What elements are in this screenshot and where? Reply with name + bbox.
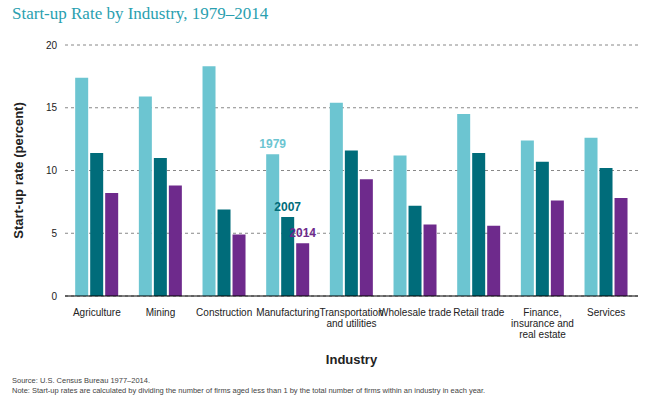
svg-text:5: 5	[51, 228, 57, 239]
svg-text:10: 10	[46, 165, 58, 176]
svg-text:2007: 2007	[274, 200, 301, 214]
svg-text:Agriculture: Agriculture	[73, 307, 121, 318]
svg-text:2014: 2014	[289, 226, 316, 240]
html-text:Note: Start-up rates are calcu: Note: Start-up rates are calculated by d…	[12, 386, 486, 395]
svg-text:Manufacturing: Manufacturing	[256, 307, 319, 318]
html-text:Start-up Rate by Industry, 197: Start-up Rate by Industry, 1979–2014	[12, 4, 269, 23]
svg-text:1979: 1979	[259, 137, 286, 151]
svg-text:Transportationand utilities: Transportationand utilities	[319, 307, 383, 329]
svg-text:Wholesale trade: Wholesale trade	[379, 307, 452, 318]
svg-text:0: 0	[51, 291, 57, 302]
svg-text:Start-up rate (percent): Start-up rate (percent)	[11, 102, 26, 239]
svg-text:Retail trade: Retail trade	[453, 307, 505, 318]
svg-text:Construction: Construction	[196, 307, 252, 318]
svg-text:Finance,insurance andreal esta: Finance,insurance andreal estate	[511, 307, 574, 340]
svg-text:Mining: Mining	[146, 307, 175, 318]
svg-text:20: 20	[46, 40, 58, 51]
svg-text:Industry: Industry	[326, 352, 378, 367]
html-text:Source: U.S. Census Bureau 197: Source: U.S. Census Bureau 1977–2014.	[12, 376, 150, 385]
svg-text:15: 15	[46, 102, 58, 113]
svg-text:Services: Services	[587, 307, 625, 318]
